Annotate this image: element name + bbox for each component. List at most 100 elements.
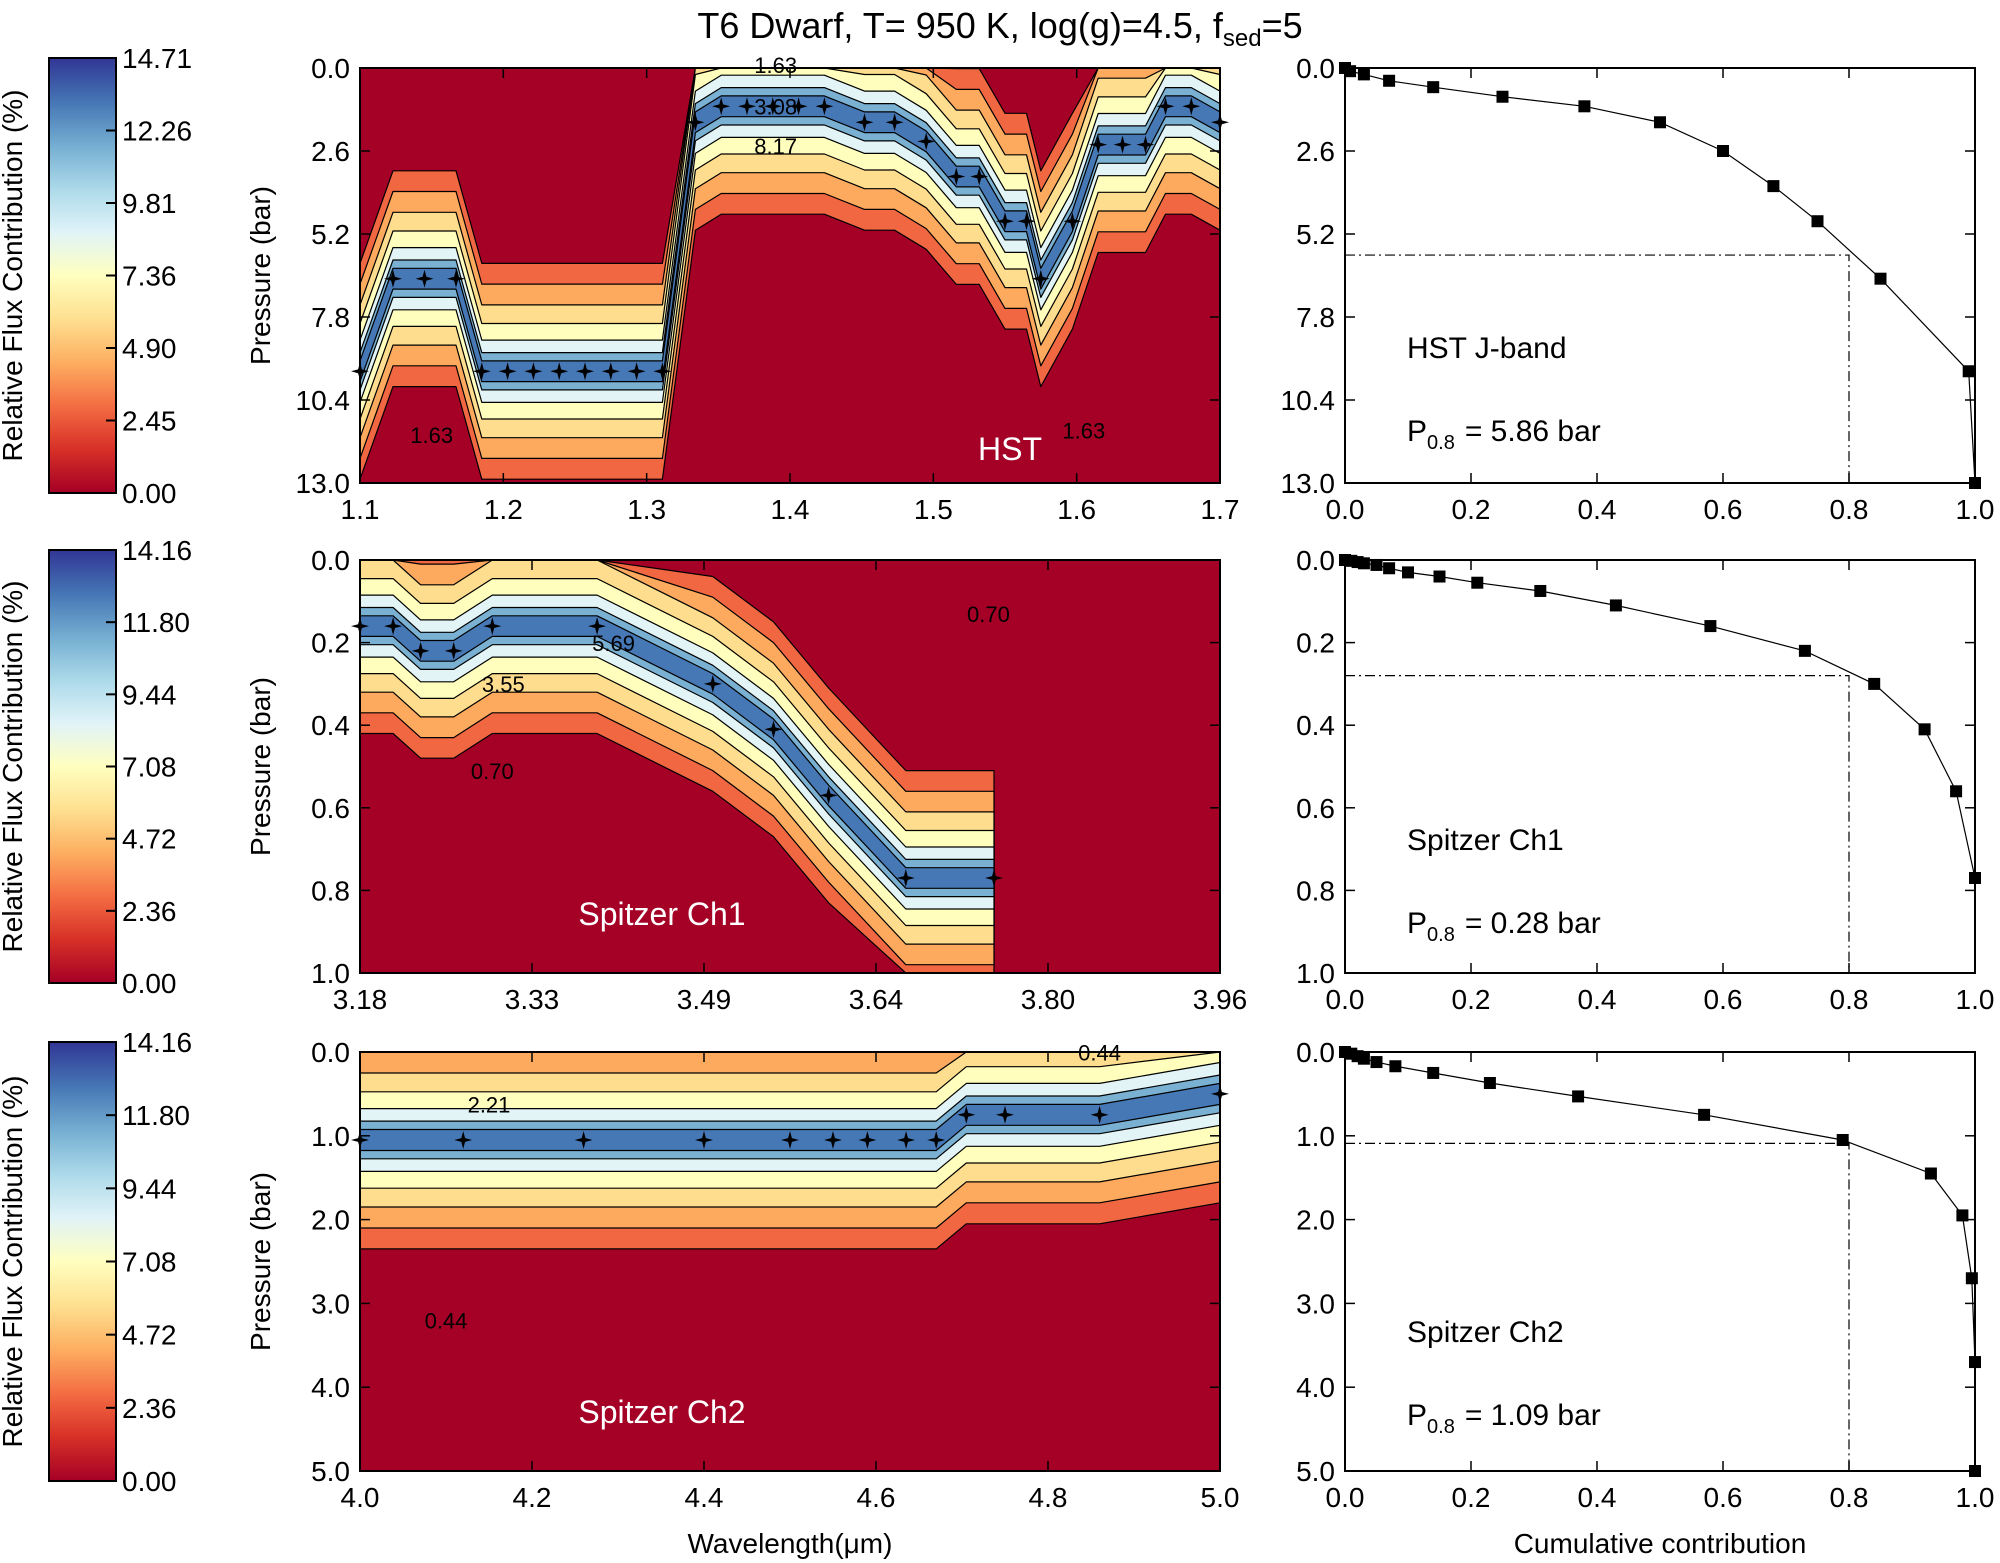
peak-marker bbox=[588, 617, 607, 636]
peak-marker bbox=[444, 641, 463, 660]
y-tick-label: 1.0 bbox=[1296, 958, 1335, 989]
x-tick-label: 4.0 bbox=[341, 1482, 380, 1513]
panels: 14.71 12.26 9.81 7.36 4.90 2.45 0.00 Relative F… bbox=[0, 43, 1994, 1559]
panel-inset-label: HST bbox=[978, 431, 1042, 467]
y-tick-label: 0.0 bbox=[311, 53, 350, 84]
cumulative-point bbox=[1767, 180, 1780, 193]
y-tick-label: 3.0 bbox=[1296, 1288, 1335, 1319]
cumulative-point bbox=[1433, 570, 1446, 583]
peak-marker bbox=[858, 1131, 877, 1149]
x-tick-label: 1.6 bbox=[1057, 494, 1096, 525]
x-tick-label: 3.33 bbox=[505, 984, 560, 1015]
y-axis-label: Pressure (bar) bbox=[245, 1172, 276, 1351]
cumulative-band-label: HST J-band bbox=[1407, 332, 1567, 365]
cumulative-point bbox=[1698, 1108, 1711, 1121]
cumulative-panel: 0.0 0.2 0.4 0.6 0.8 1.0 0.0 1.0 2.0 3.0 4.0 5.0 Spit… bbox=[1296, 1037, 1994, 1559]
peak-marker bbox=[454, 1131, 473, 1149]
contour-label: 0.44 bbox=[425, 1309, 468, 1334]
peak-marker bbox=[947, 167, 966, 186]
cumulative-point bbox=[1969, 872, 1981, 885]
y-tick-label: 0.4 bbox=[311, 710, 350, 741]
peak-marker bbox=[411, 641, 430, 660]
x-tick-label: 0.2 bbox=[1452, 1482, 1491, 1513]
colorbar: 14.71 12.26 9.81 7.36 4.90 2.45 0.00 Relative F… bbox=[0, 43, 192, 509]
peak-marker bbox=[927, 1131, 946, 1149]
peak-marker bbox=[695, 1131, 713, 1149]
cumulative-point bbox=[1344, 65, 1357, 78]
x-tick-label: 0.4 bbox=[1578, 494, 1617, 525]
x-tick-label: 0.0 bbox=[1326, 1482, 1365, 1513]
cumulative-point bbox=[1578, 100, 1591, 113]
colorbar-tick-label: 0.00 bbox=[122, 478, 177, 509]
cumulative-point bbox=[1798, 644, 1811, 657]
cumulative-point bbox=[1383, 562, 1396, 575]
y-axis-label: Pressure (bar) bbox=[245, 677, 276, 856]
y-tick-label: 13.0 bbox=[296, 468, 351, 499]
peak-marker bbox=[653, 362, 672, 381]
x-axis-label: Wavelength(μm) bbox=[688, 1528, 893, 1559]
y-tick-label: 7.8 bbox=[311, 302, 350, 333]
x-tick-label: 1.7 bbox=[1201, 494, 1240, 525]
peak-marker bbox=[996, 212, 1014, 231]
p08-guide bbox=[1345, 675, 1850, 973]
y-tick-label: 0.2 bbox=[1296, 628, 1335, 659]
cumulative-point bbox=[1950, 785, 1963, 798]
x-tick-label: 1.4 bbox=[771, 494, 810, 525]
x-tick-label: 0.0 bbox=[1326, 494, 1365, 525]
cumulative-point bbox=[1483, 1077, 1496, 1090]
peak-marker bbox=[781, 1131, 799, 1149]
peak-marker bbox=[1113, 135, 1132, 154]
cumulative-point bbox=[1572, 1090, 1585, 1103]
peak-marker bbox=[970, 167, 989, 186]
x-tick-label: 1.1 bbox=[341, 494, 380, 525]
contour-band bbox=[359, 615, 995, 889]
x-tick-label: 3.49 bbox=[677, 984, 732, 1015]
peak-marker bbox=[897, 1131, 916, 1149]
peak-marker bbox=[472, 362, 491, 381]
colorbar-title: Relative Flux Contribution (%) bbox=[0, 90, 28, 462]
colorbar-tick-label: 2.36 bbox=[122, 896, 177, 927]
y-tick-label: 13.0 bbox=[1281, 468, 1336, 499]
cumulative-frame bbox=[1344, 559, 1976, 974]
peak-marker bbox=[1090, 1105, 1109, 1124]
y-tick-label: 2.6 bbox=[311, 136, 350, 167]
x-tick-label: 3.80 bbox=[1021, 984, 1076, 1015]
peak-marker bbox=[738, 97, 756, 116]
contour-label: 5.69 bbox=[592, 631, 635, 656]
x-tick-label: 0.8 bbox=[1830, 984, 1869, 1015]
peak-marker bbox=[712, 97, 731, 116]
p08-label: P0.8 = 0.28 bar bbox=[1407, 907, 1601, 946]
y-tick-label: 0.8 bbox=[1296, 875, 1335, 906]
peak-marker bbox=[601, 362, 620, 381]
cumulative-point bbox=[1357, 557, 1370, 570]
p08-label: P0.8 = 1.09 bar bbox=[1407, 1399, 1601, 1438]
peak-marker bbox=[764, 720, 783, 739]
cumulative-point bbox=[1868, 677, 1881, 690]
peak-marker bbox=[576, 362, 594, 381]
cumulative-point bbox=[1956, 1209, 1969, 1222]
peak-marker bbox=[996, 1105, 1014, 1124]
cumulative-point bbox=[1811, 215, 1824, 228]
colorbar-tick-label: 9.44 bbox=[122, 679, 177, 710]
colorbar-tick-label: 4.72 bbox=[122, 1320, 177, 1351]
contour-label: 0.70 bbox=[471, 759, 514, 784]
y-tick-label: 4.0 bbox=[1296, 1372, 1335, 1403]
peak-marker bbox=[855, 113, 874, 132]
colorbar-title: Relative Flux Contribution (%) bbox=[0, 581, 28, 953]
peak-marker bbox=[1182, 97, 1201, 116]
cumulative-panel: 0.0 0.2 0.4 0.6 0.8 1.0 0.0 2.6 5.2 7.8 10.4 13.0 HS… bbox=[1281, 53, 1995, 525]
cumulative-point bbox=[1962, 365, 1975, 378]
y-tick-label: 0.0 bbox=[1296, 53, 1335, 84]
colorbar-gradient bbox=[48, 1041, 117, 1482]
peak-marker bbox=[815, 97, 834, 116]
x-tick-label: 0.2 bbox=[1452, 494, 1491, 525]
y-tick-label: 2.6 bbox=[1296, 136, 1335, 167]
colorbar-title: Relative Flux Contribution (%) bbox=[0, 1076, 28, 1448]
y-tick-label: 0.4 bbox=[1296, 710, 1335, 741]
peak-marker bbox=[1063, 212, 1082, 231]
y-tick-label: 0.0 bbox=[1296, 1037, 1335, 1068]
heatmap-frame bbox=[359, 1051, 1221, 1472]
peak-marker bbox=[627, 362, 646, 381]
